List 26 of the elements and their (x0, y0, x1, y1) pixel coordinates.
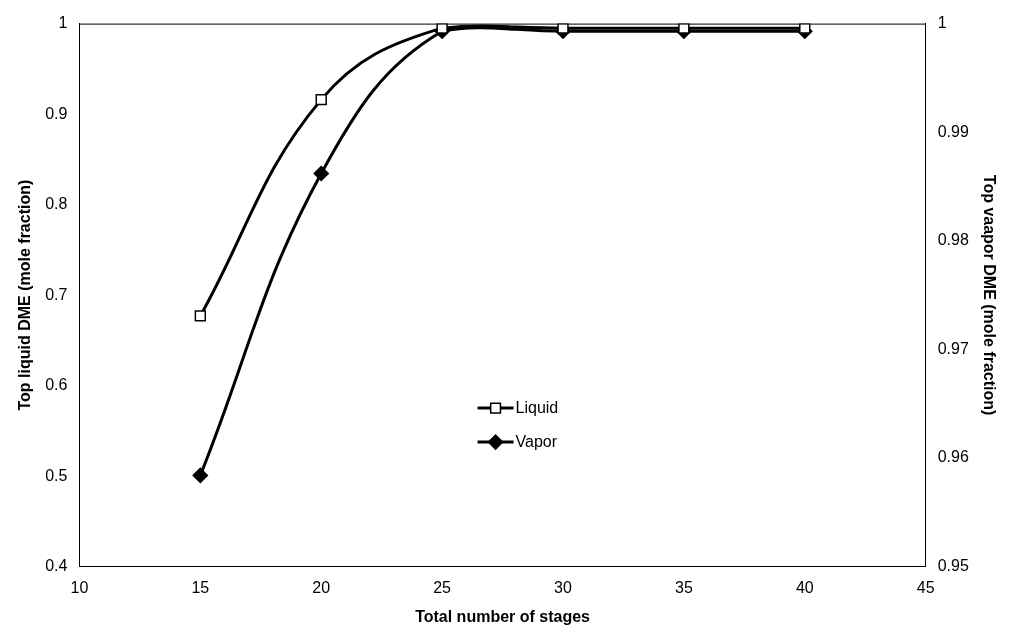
y-tick-label: 0.4 (45, 557, 68, 575)
y-tick-label: 1 (58, 14, 68, 32)
y-axis-title: Top liquid DME (mole fraction) (16, 179, 34, 411)
y2-axis-title: Top vaapor DME (mole fraction) (980, 174, 998, 416)
y2-tick-label: 1 (937, 14, 947, 32)
x-tick-label: 20 (312, 578, 331, 596)
y-tick-label: 0.8 (45, 195, 68, 213)
x-tick-label: 10 (70, 578, 89, 596)
y2-tick-label: 0.97 (937, 339, 969, 357)
x-tick-label: 15 (191, 578, 210, 596)
x-tick-label: 40 (795, 578, 814, 596)
x-tick-label: 45 (916, 578, 935, 596)
x-axis-title: Total number of stages (415, 607, 591, 625)
legend-label: Vapor (515, 432, 558, 450)
y-tick-label: 0.7 (45, 285, 68, 303)
y2-tick-label: 0.98 (937, 231, 969, 249)
y2-tick-label: 0.99 (937, 122, 969, 140)
y-tick-label: 0.9 (45, 104, 68, 122)
y2-tick-label: 0.95 (937, 557, 969, 575)
y-tick-label: 0.5 (45, 466, 68, 484)
x-tick-label: 30 (554, 578, 572, 596)
x-tick-label: 35 (674, 578, 693, 596)
y-tick-label: 0.6 (45, 376, 68, 394)
x-tick-label: 25 (433, 578, 452, 596)
legend-label: Liquid (515, 398, 559, 416)
y2-tick-label: 0.96 (937, 448, 969, 466)
